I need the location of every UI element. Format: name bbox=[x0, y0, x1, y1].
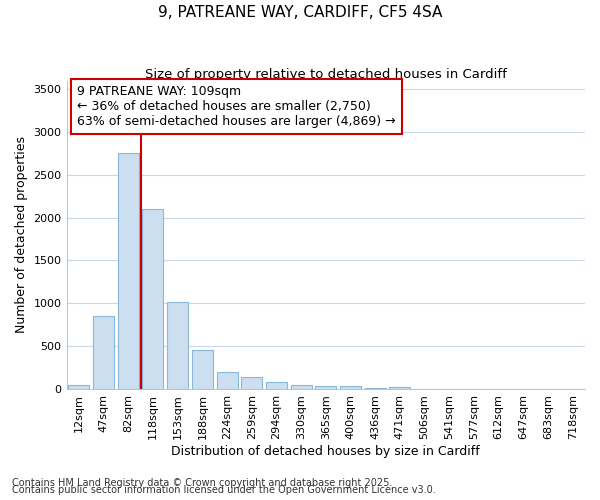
Bar bbox=[167, 302, 188, 389]
Bar bbox=[340, 386, 361, 389]
Y-axis label: Number of detached properties: Number of detached properties bbox=[15, 136, 28, 333]
Bar bbox=[217, 372, 238, 389]
Bar bbox=[241, 377, 262, 389]
X-axis label: Distribution of detached houses by size in Cardiff: Distribution of detached houses by size … bbox=[172, 444, 480, 458]
Bar bbox=[142, 209, 163, 389]
Bar bbox=[315, 386, 336, 389]
Bar bbox=[365, 388, 386, 389]
Text: 9, PATREANE WAY, CARDIFF, CF5 4SA: 9, PATREANE WAY, CARDIFF, CF5 4SA bbox=[158, 5, 442, 20]
Bar bbox=[118, 154, 139, 389]
Text: 9 PATREANE WAY: 109sqm
← 36% of detached houses are smaller (2,750)
63% of semi-: 9 PATREANE WAY: 109sqm ← 36% of detached… bbox=[77, 85, 395, 128]
Text: Contains HM Land Registry data © Crown copyright and database right 2025.: Contains HM Land Registry data © Crown c… bbox=[12, 478, 392, 488]
Bar bbox=[68, 384, 89, 389]
Bar bbox=[266, 382, 287, 389]
Bar bbox=[192, 350, 213, 389]
Bar bbox=[389, 387, 410, 389]
Bar bbox=[93, 316, 114, 389]
Bar bbox=[290, 384, 311, 389]
Text: Contains public sector information licensed under the Open Government Licence v3: Contains public sector information licen… bbox=[12, 485, 436, 495]
Title: Size of property relative to detached houses in Cardiff: Size of property relative to detached ho… bbox=[145, 68, 507, 80]
